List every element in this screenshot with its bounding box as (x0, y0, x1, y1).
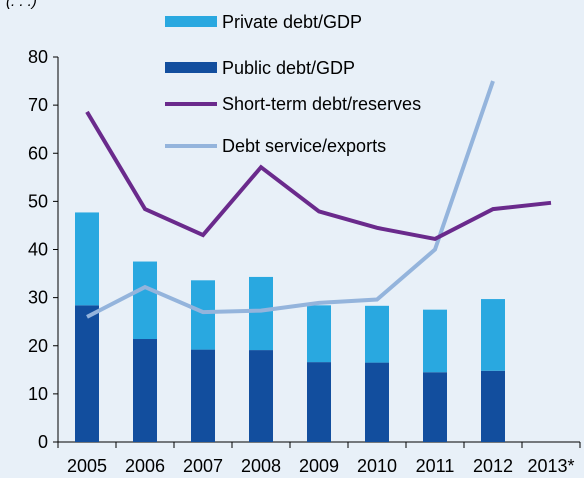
private-debt-bar (423, 309, 447, 373)
public-debt-bar (423, 372, 447, 442)
top-fragment-text: (. . .) (6, 0, 37, 10)
x-tick-label: 2007 (183, 456, 223, 476)
public-debt-bar (75, 305, 99, 442)
private-debt-bar (481, 299, 505, 371)
x-tick-label: 2005 (67, 456, 107, 476)
y-tick-label: 80 (28, 47, 48, 67)
x-tick-label: 2010 (357, 456, 397, 476)
legend-short-term-label: Short-term debt/reserves (222, 94, 421, 114)
public-debt-bar (191, 349, 215, 442)
y-tick-label: 30 (28, 288, 48, 308)
private-debt-bar (365, 305, 389, 363)
y-tick-label: 10 (28, 384, 48, 404)
debt-service-line (86, 80, 495, 319)
public-debt-bar (365, 362, 389, 442)
public-debt-bar (133, 339, 157, 442)
y-tick-label: 70 (28, 95, 48, 115)
short-term-line (85, 110, 552, 242)
x-tick-label: 2009 (299, 456, 339, 476)
legend-public-debt-swatch (165, 62, 217, 73)
private-debt-bar (191, 280, 215, 350)
x-tick-label: 2012 (473, 456, 513, 476)
public-debt-bar (307, 362, 331, 442)
private-debt-bar (249, 276, 273, 351)
legend-public-debt-label: Public debt/GDP (222, 58, 355, 78)
legend-debt-service-label: Debt service/exports (222, 136, 386, 156)
y-tick-label: 40 (28, 240, 48, 260)
x-tick-label: 2013* (527, 456, 574, 476)
private-debt-bar (307, 305, 331, 363)
x-tick-label: 2008 (241, 456, 281, 476)
y-tick-label: 60 (28, 143, 48, 163)
x-tick-label: 2011 (416, 456, 455, 476)
legend-private-debt-label: Private debt/GDP (222, 12, 362, 32)
y-tick-label: 50 (28, 191, 48, 211)
public-debt-bar (249, 350, 273, 442)
y-tick-label: 20 (28, 336, 48, 356)
y-tick-label: 0 (38, 432, 48, 452)
legend-private-debt-swatch (165, 16, 217, 27)
private-debt-bar (133, 261, 157, 340)
public-debt-bar (481, 370, 505, 442)
private-debt-bar (75, 212, 99, 306)
x-tick-label: 2006 (125, 456, 165, 476)
